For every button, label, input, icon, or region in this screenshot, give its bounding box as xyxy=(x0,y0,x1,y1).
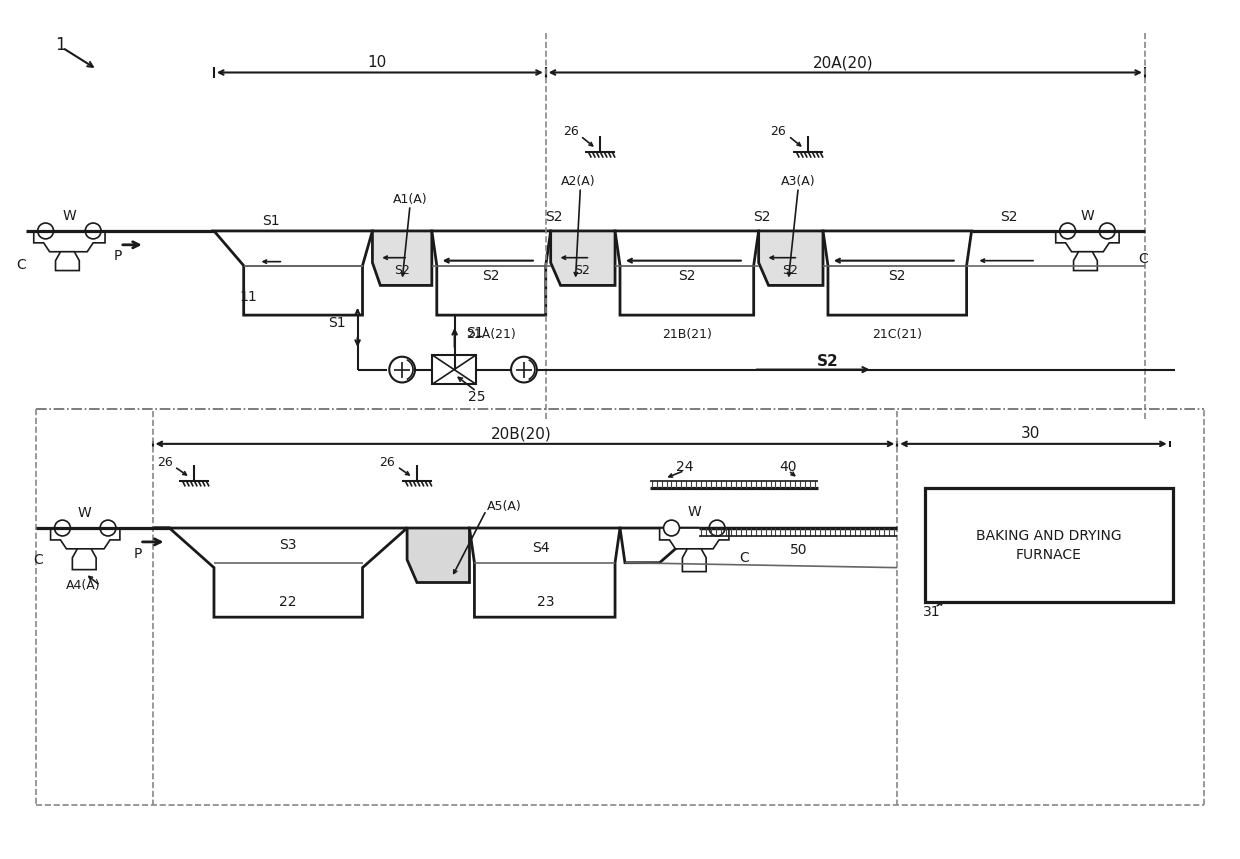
Polygon shape xyxy=(620,528,699,563)
Polygon shape xyxy=(33,231,105,252)
Text: C: C xyxy=(16,258,26,271)
Text: S2: S2 xyxy=(574,264,590,277)
Text: A3(A): A3(A) xyxy=(781,175,816,188)
Text: W: W xyxy=(687,505,701,519)
Text: W: W xyxy=(77,506,91,521)
Polygon shape xyxy=(432,231,551,315)
Text: S3: S3 xyxy=(279,538,298,551)
Text: 1: 1 xyxy=(55,36,66,54)
Text: 11: 11 xyxy=(239,290,258,304)
Text: S2: S2 xyxy=(544,210,563,224)
Text: C: C xyxy=(32,552,42,567)
Text: S2: S2 xyxy=(889,269,906,283)
Text: P: P xyxy=(114,249,122,263)
Text: 26: 26 xyxy=(563,125,578,138)
Text: 21C(21): 21C(21) xyxy=(872,328,923,341)
Text: S2: S2 xyxy=(1001,210,1018,224)
Polygon shape xyxy=(51,528,120,549)
Text: S2: S2 xyxy=(753,210,770,224)
Polygon shape xyxy=(56,252,79,271)
Polygon shape xyxy=(759,231,823,285)
Text: S1': S1' xyxy=(466,326,489,340)
Text: S2: S2 xyxy=(782,264,799,277)
Text: 26: 26 xyxy=(770,125,786,138)
Text: 50: 50 xyxy=(790,543,807,557)
Text: 31: 31 xyxy=(923,606,941,619)
Text: FURNACE: FURNACE xyxy=(1016,548,1081,562)
Text: C: C xyxy=(739,551,749,564)
Text: A5(A): A5(A) xyxy=(487,500,522,513)
Text: W: W xyxy=(62,209,77,223)
Text: S2: S2 xyxy=(394,264,410,277)
Polygon shape xyxy=(1074,252,1097,271)
Polygon shape xyxy=(72,549,97,570)
Text: 26: 26 xyxy=(379,456,396,469)
Text: 23: 23 xyxy=(537,595,554,609)
Polygon shape xyxy=(470,528,620,617)
Bar xyxy=(925,489,1173,602)
Text: P: P xyxy=(134,547,141,561)
Text: S2: S2 xyxy=(678,269,696,283)
Text: 40: 40 xyxy=(780,460,797,473)
Text: S1: S1 xyxy=(329,316,346,330)
Text: W: W xyxy=(1080,209,1094,223)
Circle shape xyxy=(37,223,53,239)
Text: 26: 26 xyxy=(156,456,172,469)
Text: BAKING AND DRYING: BAKING AND DRYING xyxy=(976,529,1122,543)
Polygon shape xyxy=(215,231,372,315)
Text: S4: S4 xyxy=(532,541,549,555)
Text: 21A(21): 21A(21) xyxy=(466,328,516,341)
Text: 21B(21): 21B(21) xyxy=(662,328,712,341)
Text: C: C xyxy=(1138,252,1148,265)
Text: 10: 10 xyxy=(368,55,387,70)
Text: 30: 30 xyxy=(1022,426,1040,442)
Text: S2: S2 xyxy=(482,269,500,283)
Circle shape xyxy=(709,520,725,536)
Polygon shape xyxy=(372,231,432,285)
Text: 25: 25 xyxy=(467,390,485,405)
Polygon shape xyxy=(660,528,729,549)
Polygon shape xyxy=(1055,231,1120,252)
Polygon shape xyxy=(615,231,759,315)
Bar xyxy=(432,355,476,385)
Polygon shape xyxy=(153,528,407,617)
Text: 20A(20): 20A(20) xyxy=(812,55,873,70)
Text: S2: S2 xyxy=(817,354,838,369)
Circle shape xyxy=(55,520,71,536)
Text: A1(A): A1(A) xyxy=(393,192,428,206)
Circle shape xyxy=(100,520,115,536)
Text: S1: S1 xyxy=(263,214,280,228)
Text: 22: 22 xyxy=(279,595,298,609)
Circle shape xyxy=(663,520,680,536)
Polygon shape xyxy=(823,231,972,315)
Text: 24: 24 xyxy=(676,460,693,473)
Text: A4(A): A4(A) xyxy=(66,579,100,592)
Polygon shape xyxy=(551,231,615,285)
Circle shape xyxy=(1100,223,1115,239)
Text: 20B(20): 20B(20) xyxy=(491,426,552,442)
Circle shape xyxy=(86,223,102,239)
Circle shape xyxy=(1060,223,1075,239)
Polygon shape xyxy=(407,528,470,582)
Polygon shape xyxy=(682,549,706,571)
Text: A2(A): A2(A) xyxy=(560,175,595,188)
